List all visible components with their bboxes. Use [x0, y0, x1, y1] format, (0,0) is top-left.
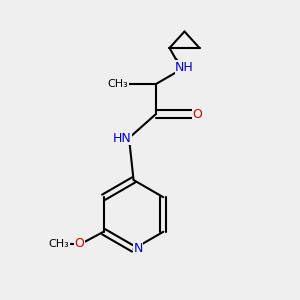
Text: O: O — [75, 237, 85, 250]
Text: NH: NH — [175, 61, 194, 74]
Text: O: O — [193, 107, 202, 121]
Text: N: N — [133, 242, 143, 256]
Text: HN: HN — [113, 131, 132, 145]
Text: CH₃: CH₃ — [107, 79, 128, 89]
Text: CH₃: CH₃ — [48, 239, 69, 249]
